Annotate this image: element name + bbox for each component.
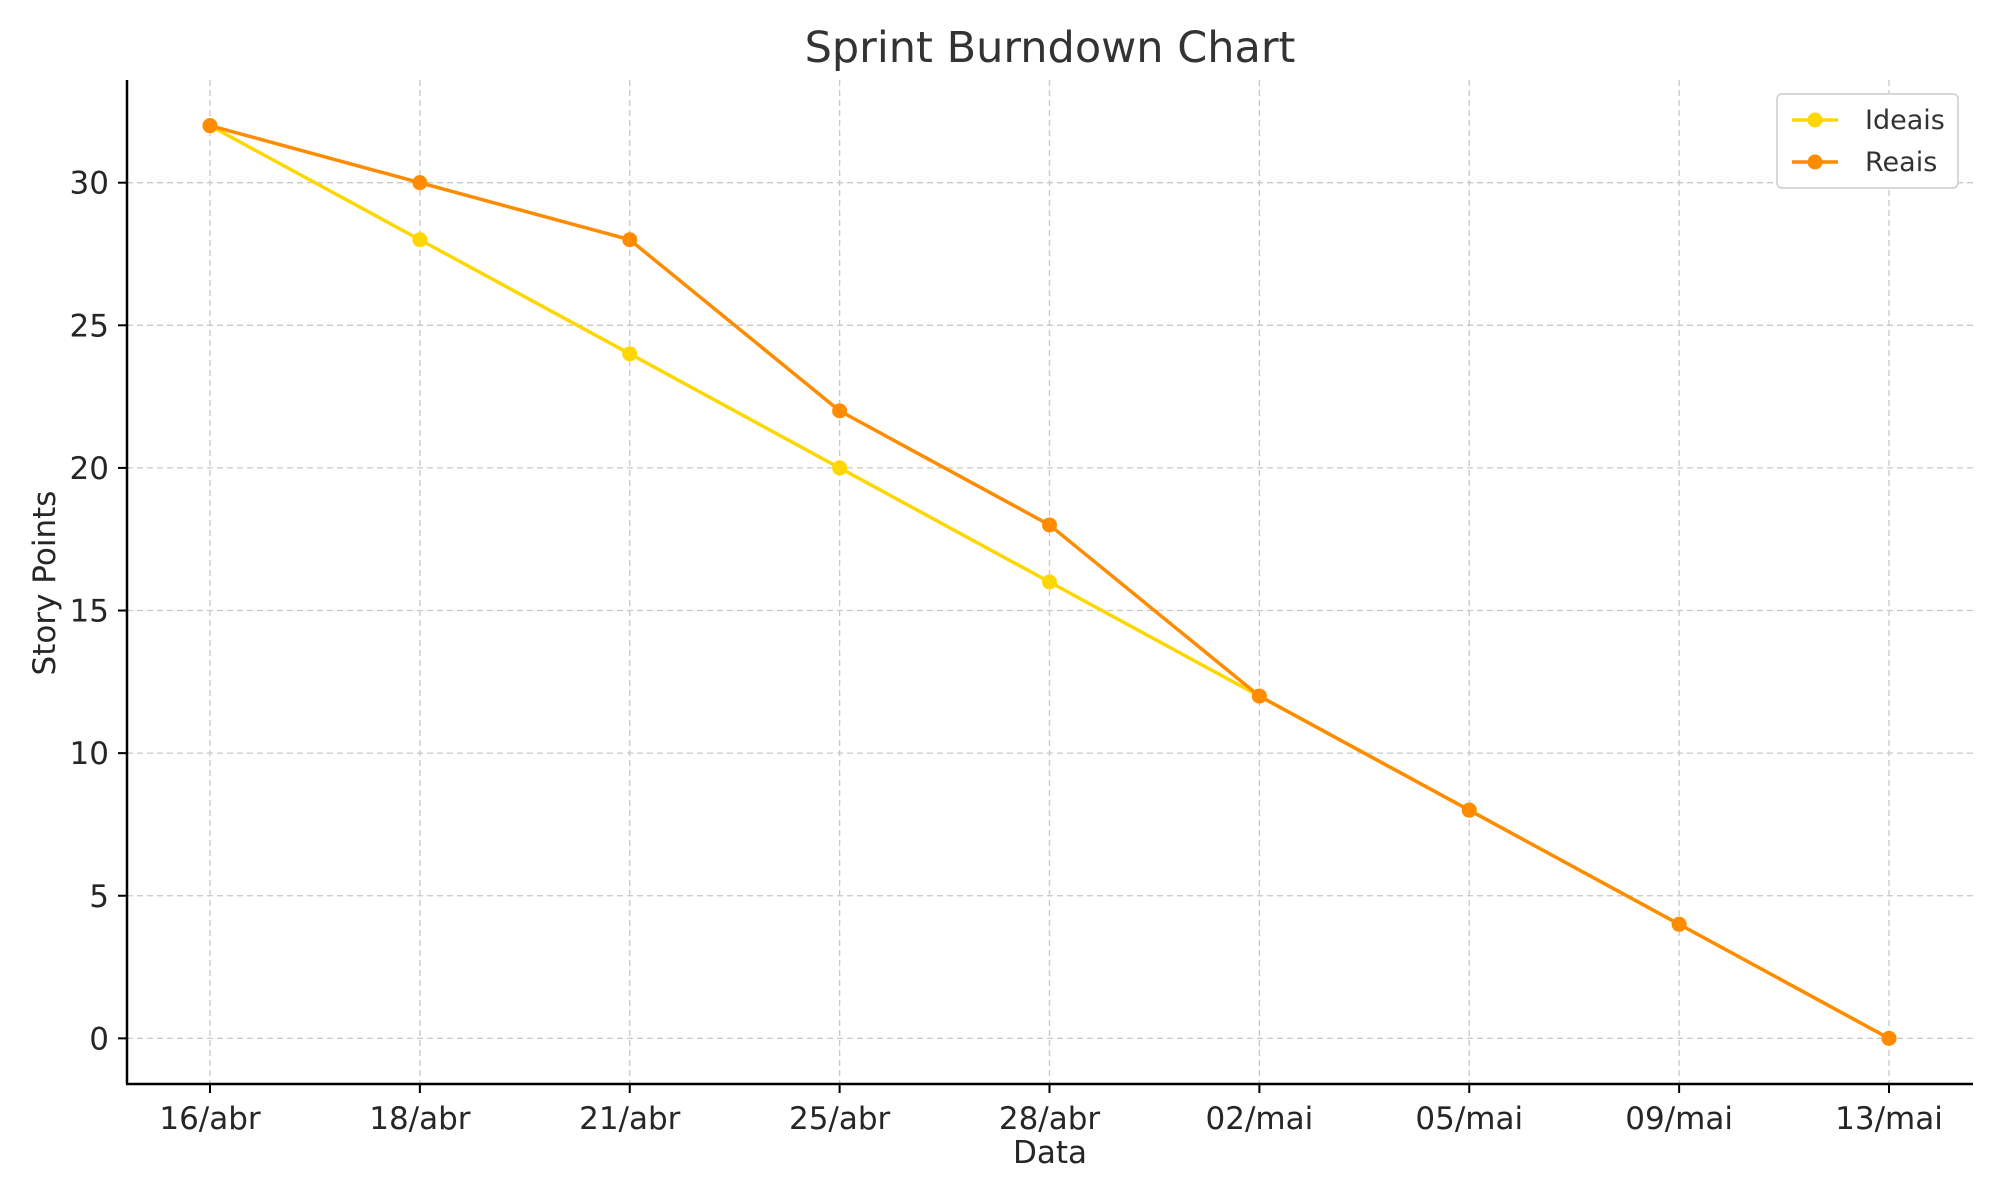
data-point [1042, 517, 1057, 533]
x-ticks: 16/abr 18/abr 21/abr 25/abr 28/abr 02/mai 05/m… [159, 1084, 1943, 1137]
data-point [1461, 802, 1477, 818]
legend-entry: Ideais [1792, 105, 1945, 136]
x-tick-label: 18/abr [369, 1101, 471, 1137]
x-tick-label: 02/mai [1206, 1101, 1314, 1137]
x-tick-label: 21/abr [579, 1101, 681, 1137]
x-tick-label: 28/abr [999, 1101, 1101, 1137]
y-tick-label: 0 [89, 1021, 109, 1057]
series-layer [202, 118, 1897, 1046]
data-point [1881, 1030, 1897, 1046]
grid [127, 80, 1973, 1084]
data-point [832, 403, 848, 419]
y-axis-title: Story Points [27, 491, 63, 676]
y-tick-label: 25 [70, 308, 109, 344]
y-tick-label: 10 [70, 736, 109, 772]
data-point [832, 460, 848, 476]
y-tick-label: 5 [89, 879, 109, 915]
x-tick-label: 25/abr [789, 1101, 891, 1137]
data-point [1251, 688, 1267, 704]
data-point [1042, 574, 1057, 590]
series-2 [202, 118, 1897, 1046]
data-point [202, 118, 218, 134]
chart-title: Sprint Burndown Chart [805, 23, 1296, 73]
x-tick-label: 16/abr [159, 1101, 261, 1137]
data-point [1671, 916, 1687, 932]
legend-swatch-marker [1807, 154, 1823, 170]
y-tick-label: 15 [70, 594, 109, 630]
x-tick-label: 09/mai [1625, 1101, 1733, 1137]
x-tick-label: 13/mai [1835, 1101, 1943, 1137]
legend: Ideais Reais [1776, 93, 1959, 189]
series-1 [202, 118, 1897, 1046]
data-point [412, 232, 428, 248]
legend-label: Reais [1865, 147, 1937, 178]
data-point [622, 232, 638, 248]
y-ticks: 0 5 10 15 20 25 30 [70, 166, 127, 1057]
x-axis-title: Data [1013, 1135, 1087, 1171]
y-tick-label: 30 [70, 166, 109, 202]
x-tick-label: 05/mai [1415, 1101, 1523, 1137]
data-point [622, 346, 638, 362]
legend-label: Ideais [1865, 105, 1945, 136]
y-tick-label: 20 [70, 451, 109, 487]
legend-swatch-marker [1807, 112, 1823, 128]
legend-entry: Reais [1792, 147, 1937, 178]
data-point [412, 175, 428, 191]
legend-frame [1776, 93, 1959, 189]
